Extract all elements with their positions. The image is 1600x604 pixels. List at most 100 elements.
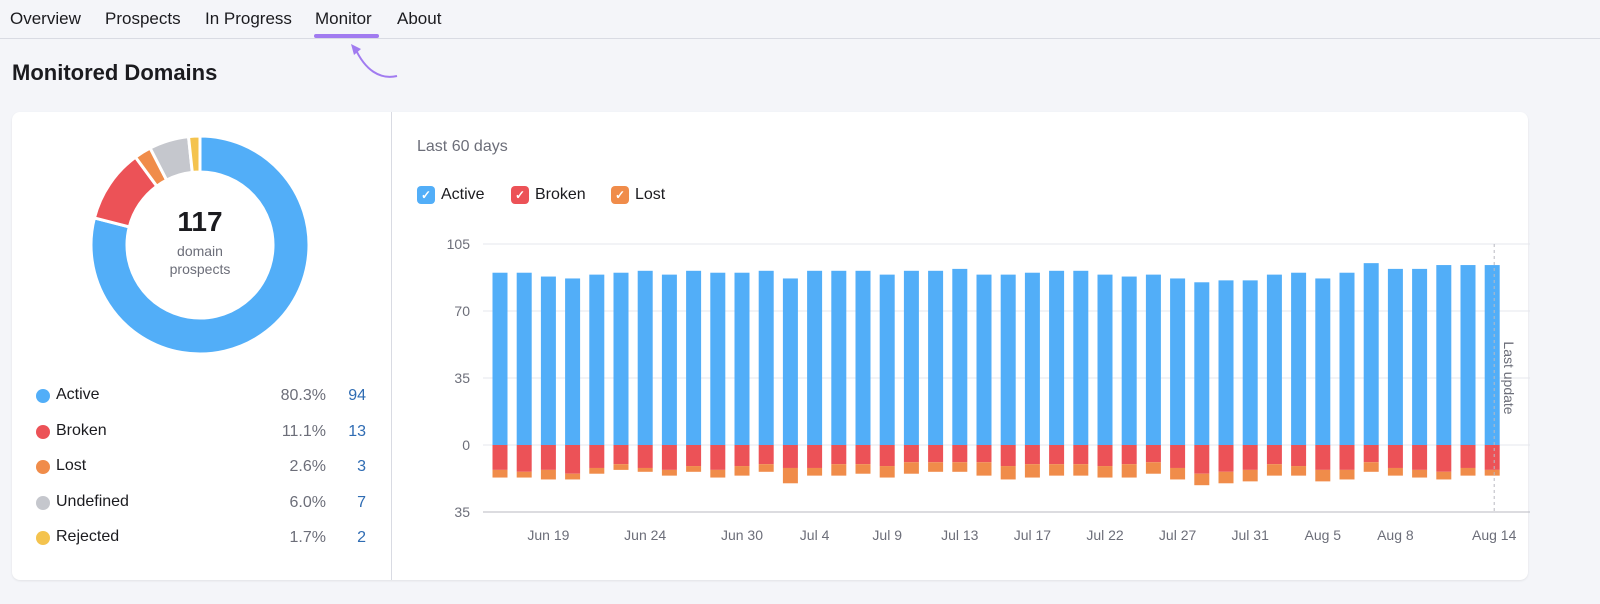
bar-lost xyxy=(686,466,702,472)
bar-lost xyxy=(1315,469,1331,482)
bar-active xyxy=(1218,280,1234,445)
bar-broken xyxy=(1436,445,1452,472)
y-tick-label: 35 xyxy=(454,504,470,520)
bar-lost xyxy=(1073,464,1089,476)
bar-broken xyxy=(686,445,702,467)
bar-lost xyxy=(903,462,919,474)
status-name: Lost xyxy=(56,457,87,474)
bar-broken xyxy=(1387,445,1403,468)
bar-broken xyxy=(1242,445,1258,470)
bar-broken xyxy=(952,445,968,463)
status-name: Active xyxy=(56,386,100,403)
bar-lost xyxy=(807,467,823,476)
bar-broken xyxy=(516,445,532,472)
bar-lost xyxy=(1460,467,1476,476)
status-percent: 80.3% xyxy=(280,387,326,404)
legend-row-active: Active 80.3% 94 xyxy=(36,385,368,407)
tab-in-progress[interactable]: In Progress xyxy=(205,9,292,28)
chart-period: Last 60 days xyxy=(417,138,508,155)
bar-broken xyxy=(1484,445,1500,470)
checkbox-checked-icon[interactable]: ✓ xyxy=(417,186,435,204)
x-tick-label: Jun 24 xyxy=(624,527,666,543)
bar-active xyxy=(1194,282,1210,445)
status-dot-icon xyxy=(36,424,50,439)
x-tick-label: Jul 9 xyxy=(872,527,902,543)
bar-broken xyxy=(903,445,919,463)
tab-about[interactable]: About xyxy=(397,9,442,28)
tab-overview[interactable]: Overview xyxy=(10,9,81,28)
tab-prospects[interactable]: Prospects xyxy=(105,9,181,28)
bar-lost xyxy=(1000,466,1016,480)
bar-lost xyxy=(661,469,677,476)
bar-lost xyxy=(1484,469,1500,476)
active-tab-indicator xyxy=(314,34,379,38)
status-dot-icon xyxy=(36,460,50,474)
bar-lost xyxy=(1266,464,1282,476)
legend-label: Broken xyxy=(535,186,586,203)
annotation-arrow-icon xyxy=(351,44,398,78)
bar-broken xyxy=(1073,445,1089,465)
bar-active xyxy=(540,276,556,445)
bar-active xyxy=(807,270,823,445)
status-dot-icon xyxy=(36,389,50,403)
bar-active xyxy=(1484,265,1500,445)
x-tick-label: Jul 17 xyxy=(1014,527,1052,543)
status-name: Rejected xyxy=(56,528,120,545)
y-tick-label: 105 xyxy=(447,236,471,252)
status-count[interactable]: 3 xyxy=(357,458,366,475)
bar-active xyxy=(1024,272,1040,445)
bar-broken xyxy=(1363,445,1379,463)
legend-label: Lost xyxy=(635,186,666,203)
bar-broken xyxy=(928,445,944,463)
x-tick-label: Jul 22 xyxy=(1086,527,1124,543)
x-tick-label: Jul 27 xyxy=(1159,527,1197,543)
bar-lost xyxy=(1339,469,1355,480)
bar-active xyxy=(1460,265,1476,445)
status-dot-icon xyxy=(36,495,50,510)
y-tick-label: 35 xyxy=(454,370,470,386)
bar-lost xyxy=(782,467,798,484)
checkbox-checked-icon[interactable]: ✓ xyxy=(511,186,529,204)
bar-broken xyxy=(855,445,871,465)
bar-broken xyxy=(1170,445,1186,468)
bar-lost xyxy=(1194,473,1210,486)
status-percent: 11.1% xyxy=(281,422,326,440)
bar-broken xyxy=(782,445,798,468)
legend-row-lost: Lost 2.6% 3 xyxy=(36,456,368,478)
top-nav: Overview Prospects In Progress Monitor A… xyxy=(0,0,1600,39)
last-update-label: Last update xyxy=(1501,341,1517,414)
bar-active xyxy=(710,272,726,445)
bar-active xyxy=(1049,270,1065,445)
bar-broken xyxy=(1218,445,1234,472)
bar-broken xyxy=(565,445,581,474)
bar-broken xyxy=(879,445,895,467)
bar-broken xyxy=(807,445,823,468)
legend-label: Active xyxy=(441,186,485,203)
status-count[interactable]: 94 xyxy=(348,387,366,404)
bar-broken xyxy=(589,445,605,468)
bar-broken xyxy=(1024,445,1040,465)
bar-broken xyxy=(758,445,774,465)
y-tick-label: 70 xyxy=(454,303,470,319)
legend-row-broken: Broken 11.1% 13 xyxy=(36,421,368,443)
status-count[interactable]: 13 xyxy=(348,422,366,440)
bar-broken xyxy=(1049,445,1065,465)
legend-row-undefined: Undefined 6.0% 7 xyxy=(36,492,368,514)
x-tick-label: Jul 31 xyxy=(1232,527,1270,543)
tab-monitor[interactable]: Monitor xyxy=(315,9,372,28)
bar-lost xyxy=(613,464,629,470)
x-tick-label: Jul 13 xyxy=(941,527,979,543)
checkbox-checked-icon[interactable]: ✓ xyxy=(611,186,629,204)
status-count[interactable]: 2 xyxy=(357,529,366,546)
bar-lost xyxy=(1436,471,1452,480)
bar-broken xyxy=(1412,445,1428,470)
bar-lost xyxy=(952,462,968,472)
bar-lost xyxy=(1412,469,1428,478)
bar-active xyxy=(782,278,798,445)
status-percent: 6.0% xyxy=(289,493,326,511)
x-tick-label: Aug 8 xyxy=(1377,527,1414,543)
status-count[interactable]: 7 xyxy=(357,493,366,511)
bar-active xyxy=(637,270,653,445)
bar-active xyxy=(1097,274,1113,445)
bar-broken xyxy=(492,445,508,470)
